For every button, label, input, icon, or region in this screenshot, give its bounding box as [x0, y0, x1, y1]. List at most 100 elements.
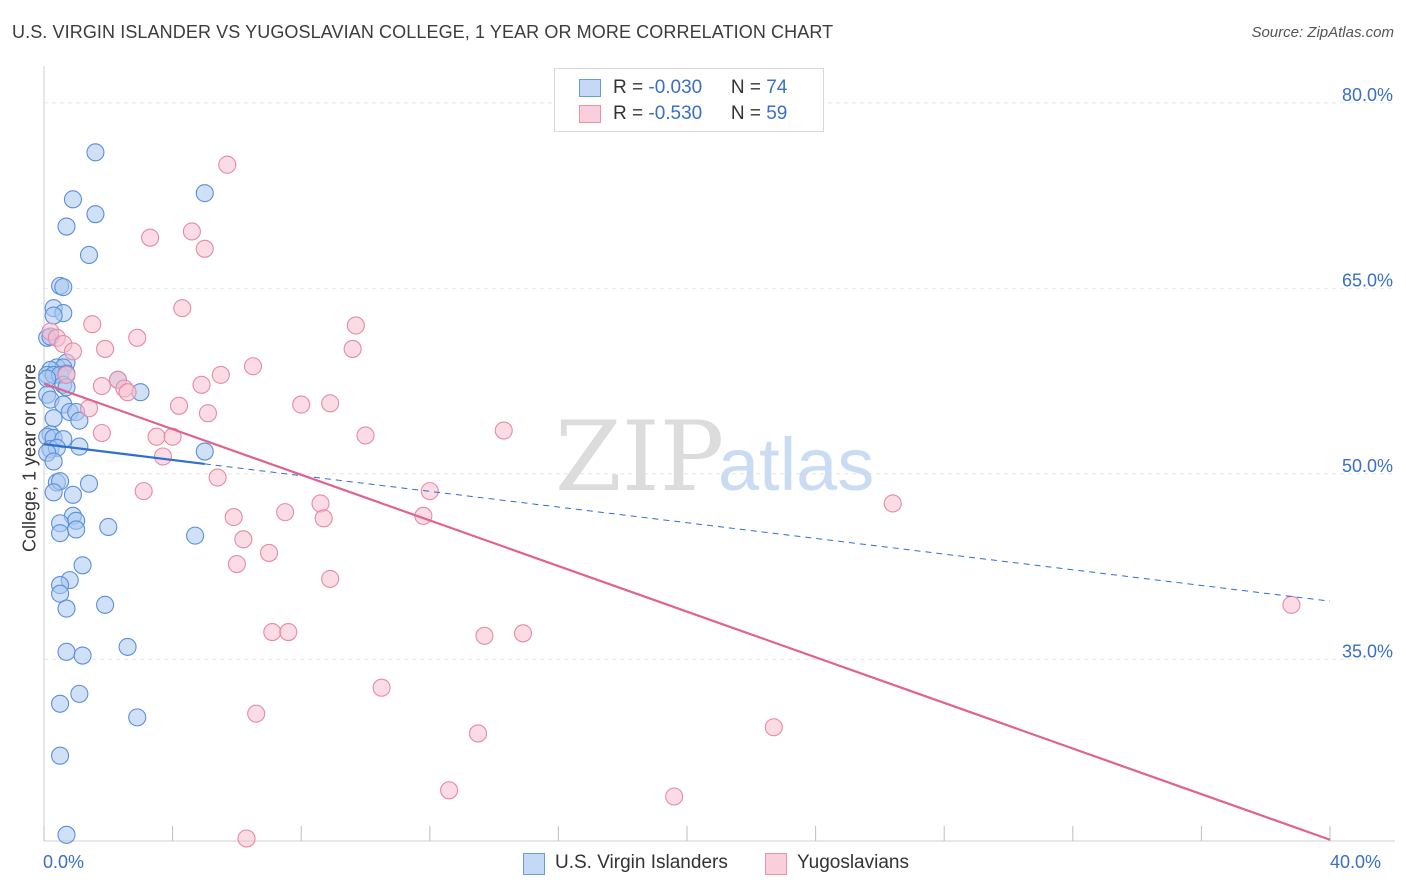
pink-point	[141, 228, 160, 247]
pink-point	[63, 342, 82, 361]
pink-point	[211, 365, 230, 384]
pink-point	[227, 555, 246, 574]
blue-point	[73, 646, 92, 665]
blue-point	[99, 517, 118, 537]
blue-n-value: 74	[766, 77, 788, 98]
blue-point	[79, 474, 99, 493]
watermark-zip: ZIP	[555, 401, 724, 513]
pink-point	[314, 509, 333, 528]
pink-point	[83, 315, 102, 334]
blue-point	[51, 746, 70, 765]
blue-point	[44, 452, 63, 471]
pink-point	[321, 394, 340, 413]
pink-point	[182, 222, 201, 241]
blue-r-value: -0.030	[648, 77, 703, 98]
pink-point	[173, 299, 192, 318]
blue-point	[57, 599, 76, 618]
pink-point	[234, 530, 253, 549]
blue-point	[195, 442, 214, 461]
blue-point	[73, 556, 92, 575]
x-tick-max: 40.0%	[1330, 852, 1382, 872]
y-tick-label: 35.0%	[1342, 641, 1393, 661]
pink-point	[494, 421, 513, 440]
pink-point	[263, 623, 282, 642]
pink-point	[92, 376, 111, 396]
pink-point	[321, 569, 340, 588]
pink-point	[343, 339, 362, 358]
pink-point	[468, 724, 488, 743]
legend-swatch-blue	[523, 853, 545, 875]
watermark: ZIP atlas	[555, 401, 874, 513]
series-yugoslavians	[41, 155, 1301, 848]
pink-point	[118, 383, 137, 402]
pink-point	[276, 503, 295, 522]
source-label: Source: ZipAtlas.com	[1251, 24, 1394, 41]
blue-point	[44, 483, 63, 502]
blue-point	[57, 217, 76, 236]
blue-point	[63, 190, 82, 209]
pink-point	[883, 494, 902, 513]
blue-point	[79, 245, 99, 265]
pink-point	[192, 375, 211, 394]
pink-point	[292, 395, 311, 414]
blue-point	[44, 409, 63, 428]
pink-r-value: -0.530	[648, 103, 703, 124]
pink-point	[169, 396, 189, 415]
blue-point	[70, 684, 89, 703]
pink-point	[92, 423, 111, 443]
y-tick-label: 50.0%	[1342, 456, 1393, 476]
pink-point	[198, 404, 218, 423]
x-tick-min: 0.0%	[43, 852, 85, 872]
pink-point	[259, 543, 279, 562]
pink-point	[218, 155, 237, 174]
blue-point	[51, 524, 70, 543]
trend-line-blue-dashed	[204, 463, 1331, 602]
pink-point	[311, 494, 330, 513]
pink-point	[420, 482, 439, 501]
pink-point	[279, 623, 298, 642]
pink-point	[237, 829, 256, 848]
trend-line-blue	[43, 443, 205, 466]
blue-point	[51, 694, 70, 713]
blue-point	[57, 642, 76, 661]
blue-point	[128, 708, 147, 727]
pink-point	[57, 365, 76, 384]
blue-point	[118, 637, 137, 656]
blue-point	[186, 526, 205, 545]
pink-point	[475, 626, 494, 645]
series-us-virgin-islanders	[38, 143, 214, 844]
blue-point	[63, 485, 82, 504]
pink-point	[356, 426, 375, 445]
chart-title: U.S. VIRGIN ISLANDER VS YUGOSLAVIAN COLL…	[12, 22, 834, 42]
y-tick-label: 80.0%	[1342, 85, 1393, 105]
pink-point	[134, 482, 153, 501]
blue-swatch	[579, 79, 601, 97]
legend-swatch-pink	[765, 853, 787, 875]
pink-point	[372, 678, 391, 697]
pink-point	[247, 704, 266, 723]
y-axis-label: College, 1 year or more	[19, 363, 40, 553]
pink-point	[208, 468, 227, 487]
trend-lines	[43, 382, 1331, 841]
pink-point	[147, 427, 166, 446]
pink-point	[1282, 595, 1301, 614]
pink-n-value: 59	[766, 103, 788, 124]
pink-point	[243, 357, 263, 376]
pink-swatch	[579, 105, 601, 123]
y-tick-labels: 35.0% 50.0% 65.0% 80.0%	[1342, 85, 1393, 661]
pink-point	[195, 239, 214, 258]
pink-point	[128, 328, 147, 347]
pink-point	[665, 787, 684, 806]
pink-point	[346, 316, 365, 335]
blue-point	[96, 595, 115, 614]
blue-point	[70, 437, 89, 456]
stats-legend: R = -0.030 N = 74 R = -0.530 N = 59	[554, 68, 824, 132]
blue-point	[70, 411, 89, 430]
blue-point	[86, 143, 105, 162]
blue-point	[57, 825, 76, 844]
pink-point	[224, 508, 243, 527]
gridlines	[44, 102, 1395, 660]
pink-point	[440, 781, 459, 800]
blue-point	[195, 184, 214, 203]
